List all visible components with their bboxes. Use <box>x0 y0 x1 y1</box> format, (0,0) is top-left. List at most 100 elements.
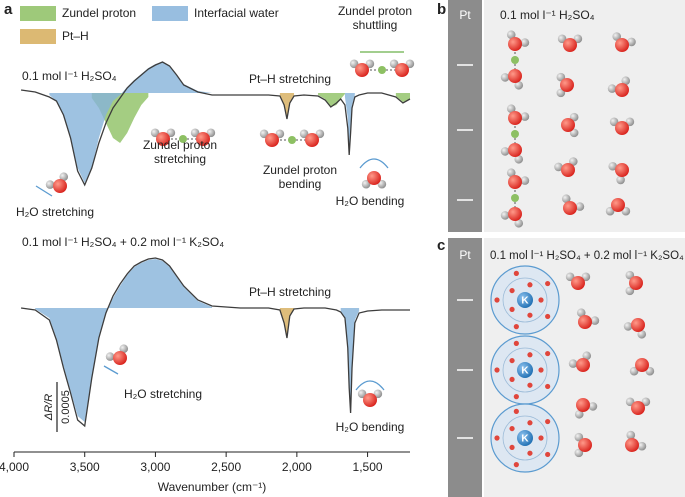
arrow <box>103 365 119 375</box>
oxygen <box>305 133 319 147</box>
annotation: H₂O bending <box>335 420 405 434</box>
panel-label: c <box>437 237 445 254</box>
cation <box>517 292 533 308</box>
water-molecule <box>609 117 635 135</box>
x-tick-label: 3,500 <box>70 460 100 474</box>
hydrogen <box>119 344 129 354</box>
water-molecule <box>625 430 647 452</box>
shell-oxygen <box>513 394 519 400</box>
legend-swatch <box>20 29 56 44</box>
shell-oxygen <box>545 383 551 390</box>
oxygen <box>508 175 522 189</box>
spectrum <box>20 257 410 428</box>
electrolyte-label: 0.1 mol l⁻¹ H₂SO₄ + 0.2 mol l⁻¹ K₂SO₄ <box>490 250 684 262</box>
oxygen <box>561 118 575 132</box>
legend-swatch <box>20 6 56 21</box>
water-molecule <box>568 351 592 372</box>
legend-swatch <box>152 6 188 21</box>
water-molecule <box>607 76 631 97</box>
x-axis-title: Wavenumber (cm⁻¹) <box>158 480 267 494</box>
hydration-ring <box>502 277 548 323</box>
hydrogen <box>520 176 530 185</box>
hydrogen <box>520 112 530 121</box>
oxygen <box>560 78 574 92</box>
oxygen <box>265 133 279 147</box>
water-molecule <box>500 207 524 228</box>
water-molecule <box>612 32 636 52</box>
hydrogen <box>561 194 571 204</box>
hydrogen <box>621 76 631 86</box>
water-molecule <box>574 398 598 419</box>
shell-oxygen <box>527 420 533 426</box>
annotation: Zundel proton stretching <box>142 138 218 166</box>
oxygen <box>113 351 127 365</box>
oxygen <box>578 315 592 329</box>
shell-oxygen <box>545 451 551 458</box>
legend-label: Zundel proton <box>62 6 136 20</box>
proton <box>378 66 386 74</box>
shell-oxygen <box>538 435 544 441</box>
water-molecule <box>389 59 415 77</box>
hydrogen <box>590 316 600 325</box>
hydrogen <box>568 157 578 166</box>
electrode-label: Pt <box>459 8 471 22</box>
electrolyte-label: 0.1 mol l⁻¹ H₂SO₄ <box>500 8 595 22</box>
water-molecule <box>506 30 530 51</box>
shell-oxygen <box>494 435 500 441</box>
hydrogen <box>506 30 516 40</box>
water-molecule <box>500 69 524 90</box>
cation <box>517 430 533 446</box>
proton <box>511 194 519 202</box>
area <box>91 93 411 143</box>
oxygen <box>615 163 629 177</box>
annotation: H₂O stretching <box>123 387 203 401</box>
oxygen <box>561 163 575 177</box>
hydrogen <box>608 161 618 171</box>
cation-label: K <box>521 366 529 377</box>
scale-bar-value: 0.0005 <box>60 390 72 424</box>
water-molecule <box>576 308 600 329</box>
electrode-dashes <box>457 64 473 439</box>
hydrogen <box>582 351 592 361</box>
shell-oxygen <box>494 297 500 303</box>
hydrogen <box>105 352 115 361</box>
oxygen <box>625 438 639 452</box>
water-molecule <box>506 104 530 125</box>
water-molecule <box>561 112 579 138</box>
shell-oxygen <box>545 350 551 357</box>
oxygen <box>508 69 522 83</box>
panel-label: b <box>437 1 446 18</box>
shell-oxygen <box>513 462 519 468</box>
oxygen <box>563 38 577 52</box>
annotation: Pt–H stretching <box>248 285 332 299</box>
water-molecule <box>299 129 325 147</box>
water-molecule <box>554 157 578 177</box>
oxygen <box>196 132 210 146</box>
shell-oxygen <box>527 382 533 388</box>
series-label: 0.1 mol l⁻¹ H₂SO₄ + 0.2 mol l⁻¹ K₂SO₄ <box>22 235 224 249</box>
hydrogen <box>626 430 636 440</box>
water-molecule <box>259 129 285 147</box>
scale-bar-label: ΔR/R <box>43 394 55 421</box>
cation-label: K <box>521 296 529 307</box>
spectrum <box>20 61 411 187</box>
water-molecule <box>574 432 592 458</box>
electrode-b <box>448 0 482 232</box>
shell-oxygen <box>545 280 551 287</box>
water-molecule <box>625 270 643 296</box>
oxygen <box>395 63 409 77</box>
oxygen <box>578 438 592 452</box>
oxygen <box>508 111 522 125</box>
water-molecule <box>608 161 629 185</box>
shell-oxygen <box>513 324 519 330</box>
hydrogen <box>514 218 524 228</box>
cation <box>517 362 533 378</box>
shell-oxygen <box>494 367 500 373</box>
shell-oxygen <box>538 297 544 303</box>
water-molecule <box>349 59 375 77</box>
water-molecule <box>623 318 647 339</box>
shell-oxygen <box>513 270 519 276</box>
oxygen <box>563 201 577 215</box>
annotation: H₂O bending <box>335 194 405 208</box>
